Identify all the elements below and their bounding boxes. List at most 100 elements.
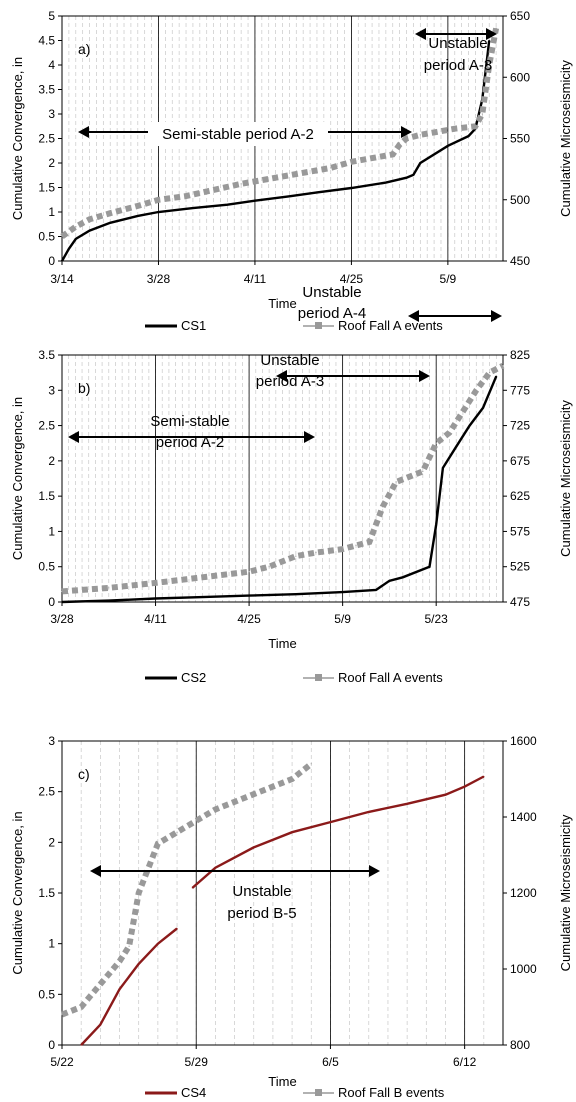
legend-label-1: CS4 (181, 1085, 206, 1100)
y-tick-label: 0.5 (38, 560, 55, 574)
data-point (88, 230, 91, 232)
data-point (412, 174, 415, 176)
series-cs1 (60, 39, 491, 262)
arrow-head-left (68, 431, 79, 443)
y2-axis-title: Cumulative Microseismicity (558, 60, 573, 217)
legend-marker-2 (315, 322, 322, 329)
y2-tick-label: 575 (510, 524, 530, 538)
series-line (61, 375, 498, 604)
y2-tick-label: 1600 (510, 734, 537, 748)
legend: CS4 Roof Fall B events (145, 1085, 445, 1100)
data-point (395, 481, 397, 483)
data-point (108, 587, 110, 589)
annotation-bg (148, 122, 328, 146)
data-point (157, 943, 159, 945)
y-tick-label: 4 (48, 58, 55, 72)
y2-tick-label: 450 (510, 254, 530, 268)
x-tick-label: 3/28 (50, 612, 74, 626)
y-tick-label: 0 (48, 1038, 55, 1052)
x-tick-label: 4/11 (244, 272, 267, 286)
data-point (435, 442, 437, 444)
data-point (315, 552, 317, 554)
annotation-line-2: period A-3 (256, 373, 324, 390)
data-point (192, 207, 194, 209)
data-point (61, 590, 63, 593)
y-tick-label: 2 (48, 835, 55, 849)
arrow-head-left (78, 126, 89, 138)
data-point (226, 204, 228, 206)
panel-label: b) (78, 380, 90, 396)
data-point (382, 506, 384, 508)
annotation-text: Unstable period A-3 (424, 35, 492, 74)
data-point (375, 589, 377, 591)
y2-tick-label: 600 (510, 70, 530, 84)
data-point (88, 218, 91, 220)
data-point (138, 963, 140, 965)
data-point (108, 599, 110, 602)
data-point (495, 27, 497, 29)
data-point (201, 596, 203, 598)
annotation-line-1: Unstable (302, 284, 361, 301)
data-point (368, 541, 370, 543)
y-tick-label: 3 (48, 734, 55, 748)
data-point (371, 157, 373, 159)
arrow-head-right (419, 370, 430, 382)
panel-label: c) (78, 766, 90, 782)
data-point (405, 177, 408, 179)
annotation-line-1: Unstable (260, 352, 319, 369)
data-point (176, 831, 178, 833)
data-point (291, 778, 293, 780)
x-axis-title: Time (268, 636, 296, 651)
y2-tick-label: 825 (510, 348, 530, 362)
annotation-line-2: period A-3 (424, 57, 492, 74)
data-point (342, 591, 344, 593)
arrow-head-right (369, 865, 380, 877)
data-point (392, 153, 394, 156)
chart-panel-3: 0 0.5 1 1.5 2 2.5 3 800 1000 1200 1400 1600 5/22 5/29… (10, 734, 573, 1100)
data-point (291, 831, 293, 833)
data-point (80, 1044, 82, 1046)
legend: CS2 Roof Fall A events (145, 670, 443, 685)
series-roof-fall-a-events (60, 27, 500, 239)
data-point (455, 446, 457, 448)
legend-marker-2 (315, 674, 322, 681)
series-line (61, 362, 505, 595)
data-point (176, 927, 178, 930)
data-point (253, 846, 255, 849)
y-axis-title: Cumulative Convergence, in (10, 57, 25, 220)
data-point (482, 407, 484, 409)
arrow-head-right (491, 310, 502, 322)
data-point (138, 892, 140, 894)
data-point (435, 523, 437, 525)
y-tick-label: 2 (48, 454, 55, 468)
data-point (442, 467, 444, 469)
series-roof-fall-b-events (60, 761, 314, 1018)
legend-label-1: CS1 (181, 318, 206, 333)
data-point (350, 187, 353, 189)
y-tick-label: 1 (48, 205, 55, 219)
annotation-text: Unstable period A-3 (256, 352, 324, 390)
y-tick-label: 0.5 (38, 987, 55, 1001)
data-point (419, 162, 421, 164)
data-point (316, 191, 318, 193)
data-point (272, 786, 274, 788)
arrow-head-left (276, 370, 287, 382)
data-point (399, 144, 401, 146)
data-point (310, 763, 312, 765)
y2-tick-label: 475 (510, 595, 530, 609)
data-point (355, 544, 357, 547)
data-point (191, 887, 193, 889)
y2-tick-label: 775 (510, 383, 530, 397)
arrow-head-left (408, 310, 419, 322)
y2-tick-label: 725 (510, 419, 530, 433)
data-point (342, 548, 344, 550)
y2-tick-label: 550 (510, 132, 530, 146)
data-point (405, 137, 408, 140)
data-point (406, 803, 408, 805)
data-point (368, 811, 370, 813)
data-point (481, 113, 483, 115)
x-tick-label: 5/23 (425, 612, 449, 626)
data-point (302, 172, 304, 174)
data-point (462, 410, 464, 413)
